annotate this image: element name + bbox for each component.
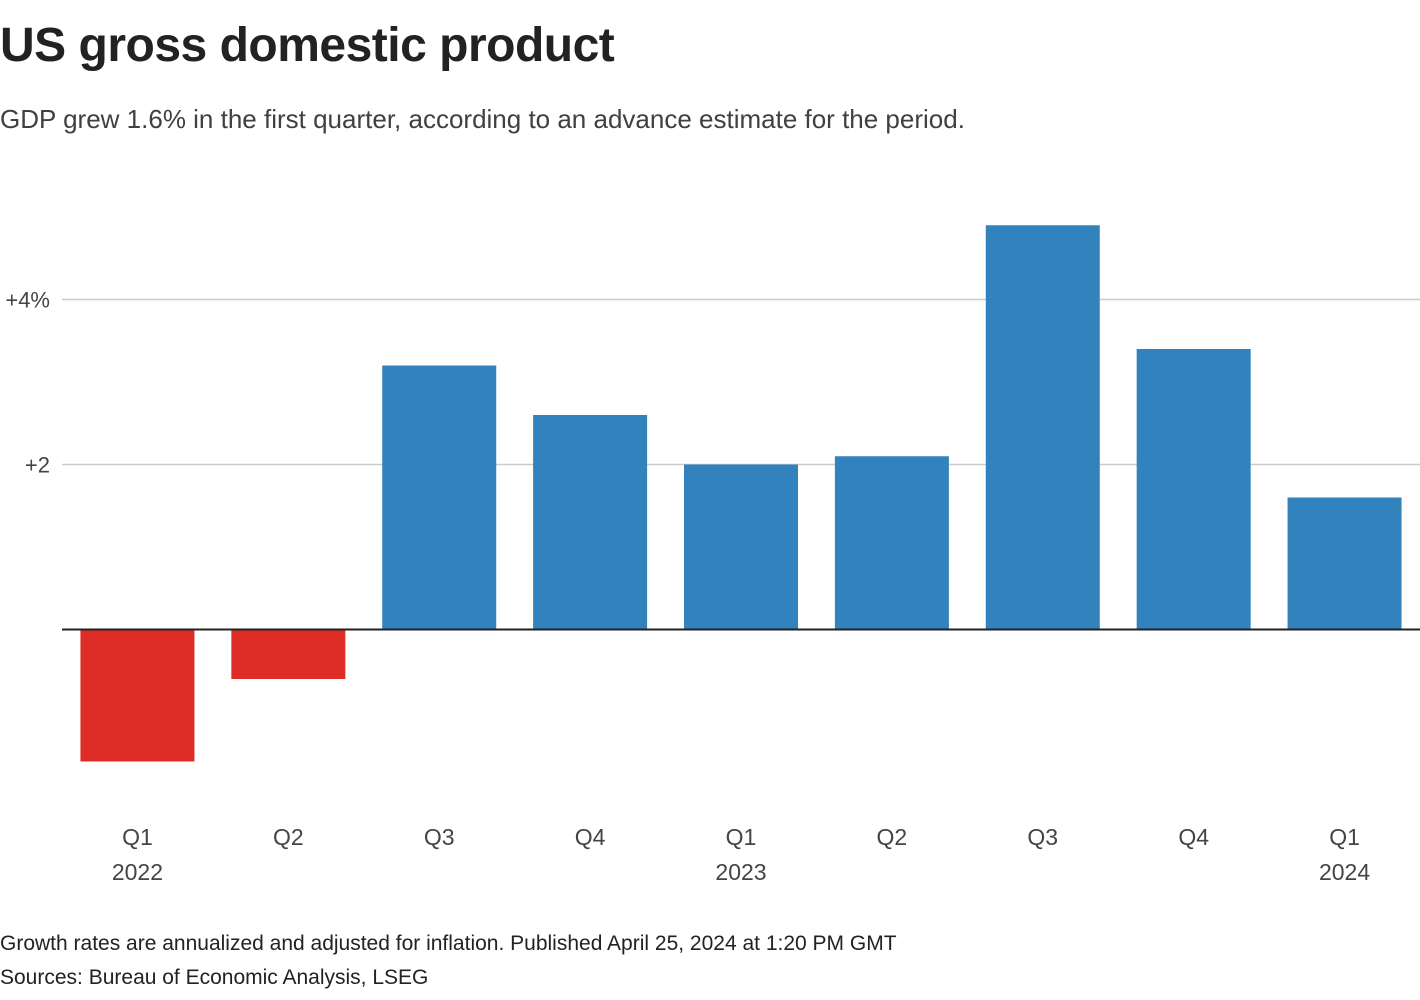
x-tick-label: Q1 <box>122 824 153 850</box>
x-tick-label: Q3 <box>424 824 455 850</box>
bar <box>1136 349 1251 630</box>
tick-labels: +2 +4% Q1 2022 Q2 Q3 Q4 Q1 2023 Q2 Q3 Q4 Q1 2024 <box>5 288 1370 886</box>
x-tick-label: Q1 <box>1329 824 1360 850</box>
chart-subtitle: GDP grew 1.6% in the first quarter, acco… <box>0 104 965 134</box>
bar <box>1287 497 1402 630</box>
y-tick-label: +2 <box>25 453 50 478</box>
bar <box>382 365 497 630</box>
x-tick-label: Q4 <box>575 824 606 850</box>
x-tick-label: Q1 <box>726 824 757 850</box>
chart-title: US gross domestic product <box>0 19 615 72</box>
bars <box>80 225 1402 762</box>
source-note: Sources: Bureau of Economic Analysis, LS… <box>0 966 429 989</box>
year-label: 2022 <box>112 859 163 885</box>
x-tick-label: Q2 <box>877 824 908 850</box>
x-tick-label: Q4 <box>1178 824 1209 850</box>
bar <box>80 629 195 762</box>
y-tick-label: +4% <box>5 288 50 313</box>
bar <box>985 225 1100 630</box>
bar <box>684 464 798 630</box>
year-label: 2023 <box>715 859 766 885</box>
x-tick-label: Q3 <box>1027 824 1058 850</box>
bar <box>834 456 949 630</box>
year-label: 2024 <box>1319 859 1370 885</box>
x-tick-label: Q2 <box>273 824 304 850</box>
bar <box>231 629 346 679</box>
footnote: Growth rates are annualized and adjusted… <box>0 932 897 955</box>
bar <box>533 415 648 630</box>
bar-chart: +2 +4% Q1 2022 Q2 Q3 Q4 Q1 2023 Q2 Q3 Q4 Q1 2024 <box>5 225 1420 886</box>
